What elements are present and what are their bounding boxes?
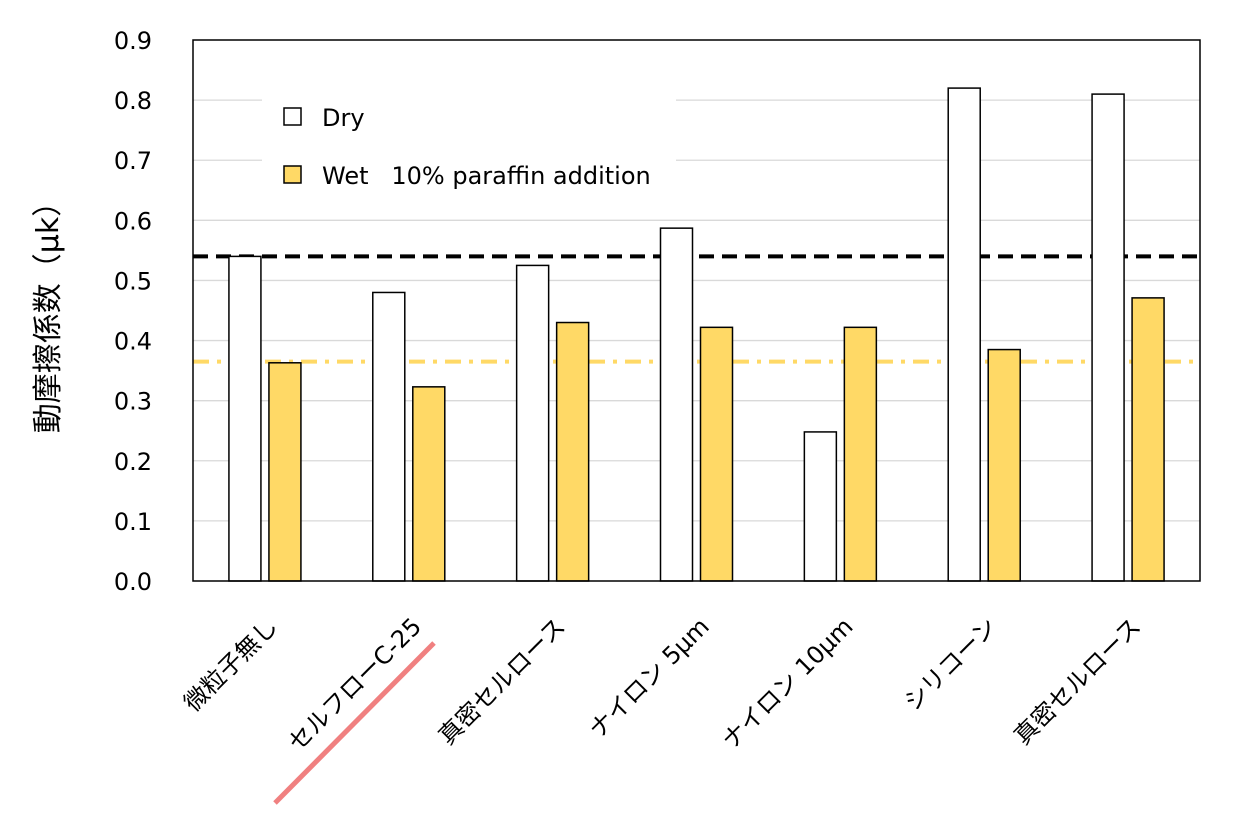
x-category-label: シリコーン [899,612,1003,716]
y-tick-label: 0.0 [114,568,152,596]
bar-wet [555,321,590,582]
y-axis-label: 動摩擦係数（μk） [31,187,66,433]
x-category-label: ナイロン 5μm [584,612,715,743]
bar-wet [699,326,734,582]
y-tick-label: 0.6 [114,207,152,235]
x-category-label: 真密セルロース [1009,612,1147,750]
y-tick-label: 0.3 [114,388,152,416]
bar-wet [268,362,302,582]
bar-dry [1091,93,1125,582]
legend-swatch-dry [283,107,302,126]
legend-label-wet: Wet 10% paraffin addition [322,162,651,190]
y-tick-label: 0.5 [114,267,152,295]
bar-wet [412,386,446,582]
bar-dry [659,227,694,582]
legend-background [262,98,676,206]
legend-swatch-wet [283,165,302,184]
plot-frame [192,39,1201,582]
bar-wet [1131,297,1165,582]
bar-dry [228,255,262,582]
x-category-labels: 微粒子無し セルフローC-25 真密セルロース ナイロン 5μm ナイロン 10μm シリ… [179,612,1147,756]
x-category-label: ナイロン 10μm [717,612,859,754]
y-tick-label: 0.1 [114,508,152,536]
x-category-label: セルフローC-25 [283,612,427,756]
x-category-label: 微粒子無し [179,612,284,717]
y-tick-labels: 0.0 0.1 0.2 0.3 0.4 0.5 0.6 0.7 0.8 0.9 [114,27,152,596]
y-tick-label: 0.2 [114,448,152,476]
bars [228,87,1165,582]
bar-dry [372,291,406,582]
y-tick-label: 0.8 [114,87,152,115]
reference-lines [193,254,1200,364]
x-category-label: 真密セルロース [433,612,571,750]
bar-wet [843,326,878,582]
legend-label-dry: Dry [322,104,365,132]
bar-dry [803,431,838,582]
bar-dry [515,264,550,582]
bar-wet [987,348,1021,582]
y-tick-label: 0.9 [114,27,152,55]
legend: Dry Wet 10% paraffin addition [262,98,676,206]
y-tick-label: 0.4 [114,328,152,356]
y-tick-label: 0.7 [114,147,152,175]
bar-dry [947,87,981,582]
strikethrough-annotation [273,641,436,805]
